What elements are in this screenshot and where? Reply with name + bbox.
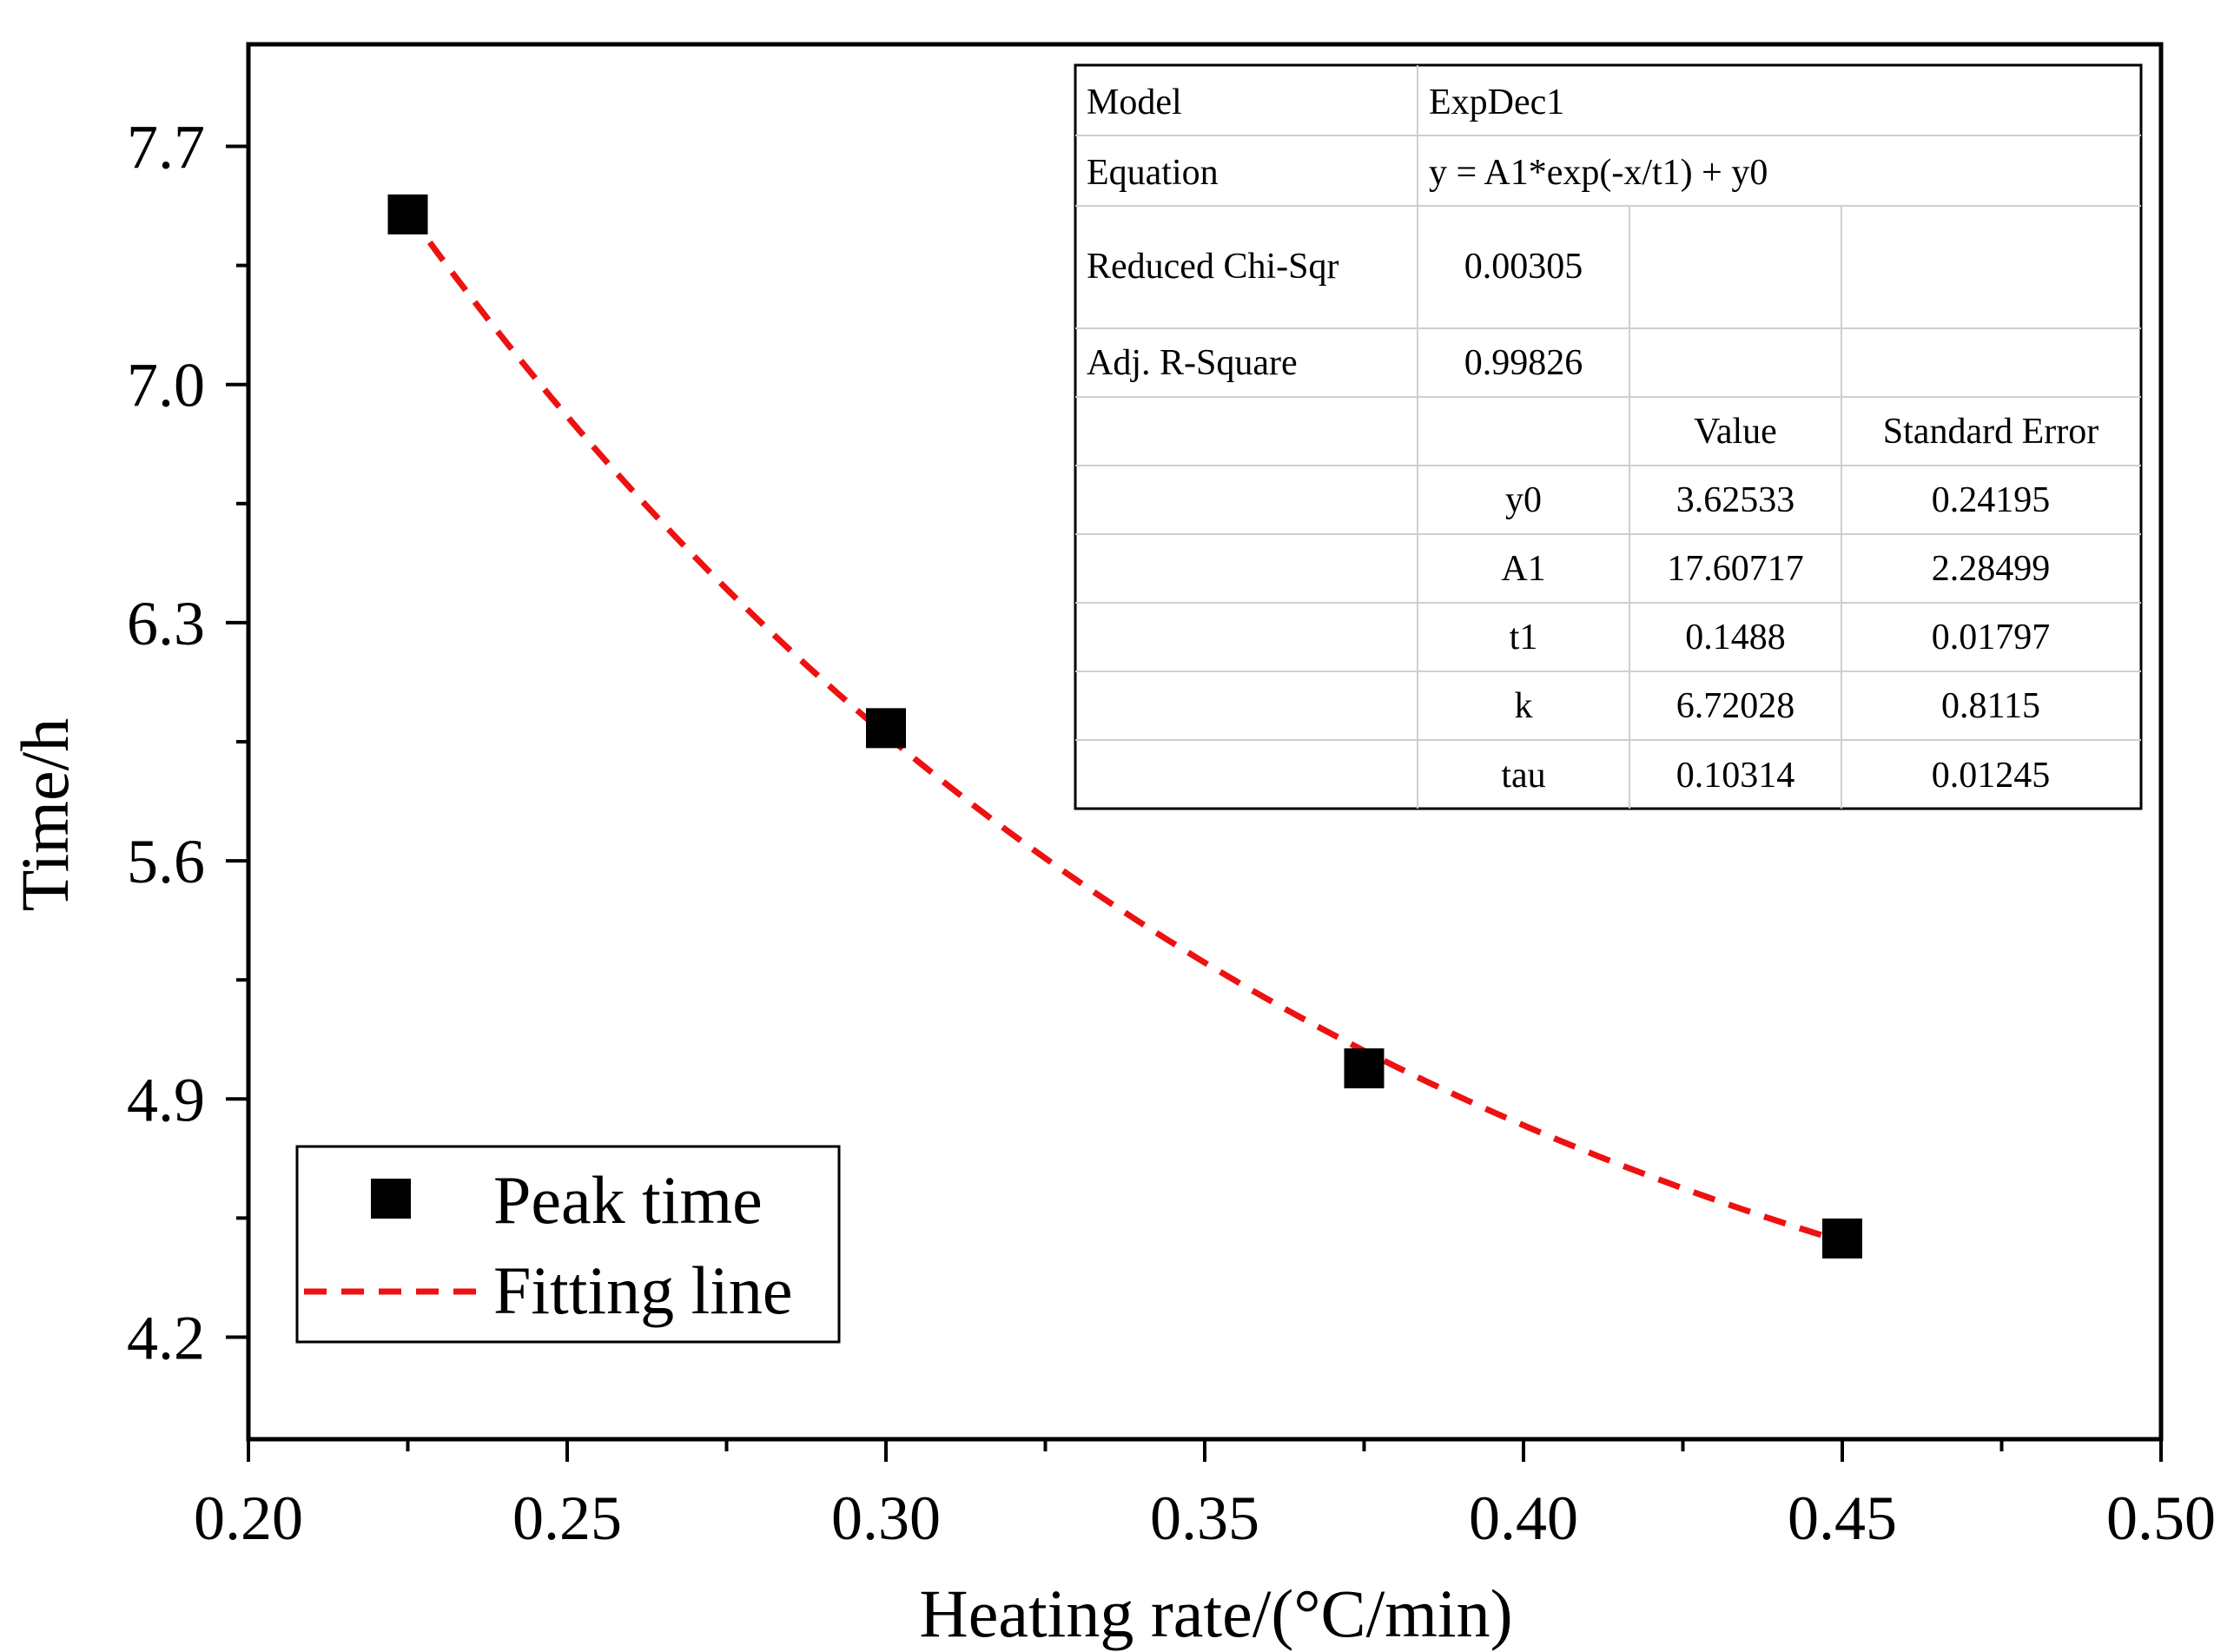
data-point [866, 708, 906, 749]
data-point [387, 194, 428, 235]
table-row-value: 0.1488 [1685, 618, 1786, 657]
y-tick-label: 7.0 [127, 351, 205, 420]
y-tick-label: 4.9 [127, 1065, 205, 1134]
table-row-error: 0.01245 [1932, 756, 2051, 796]
table-equation-label: Equation [1087, 153, 1219, 193]
table-row-value: 17.60717 [1667, 549, 1804, 589]
y-tick-label: 6.3 [127, 589, 205, 658]
table-col-value: Value [1694, 412, 1777, 452]
table-row-name: k [1515, 686, 1533, 726]
x-tick-label: 0.50 [2106, 1483, 2216, 1553]
x-tick-label: 0.25 [512, 1483, 622, 1553]
x-tick-label: 0.40 [1469, 1483, 1578, 1553]
fit-table-border [1074, 63, 2143, 810]
table-equation-value: y = A1*exp(-x/t1) + y0 [1429, 153, 1768, 193]
legend: Peak time Fitting line [295, 1145, 841, 1344]
y-axis-title: Time/h [7, 718, 83, 912]
legend-label-fitting-line: Fitting line [493, 1252, 793, 1328]
fit-table: Model ExpDec1 Equation y = A1*exp(-x/t1)… [1074, 63, 2143, 810]
table-row-name: tau [1501, 756, 1545, 796]
table-row-error: 0.8115 [1941, 686, 2040, 726]
ticks-layer: 0.20 0.25 0.30 0.35 0.40 0.45 0.50 4.2 4.9 5.6 6.3… [127, 113, 2216, 1553]
table-row-value: 6.72028 [1676, 686, 1795, 726]
y-tick-label: 5.6 [127, 827, 205, 896]
table-row-error: 2.28499 [1932, 549, 2051, 589]
table-row-error: 0.24195 [1932, 480, 2051, 520]
fit-line-layer [405, 210, 1844, 1245]
x-tick-label: 0.20 [194, 1483, 303, 1553]
x-tick-label: 0.45 [1788, 1483, 1897, 1553]
table-row-value: 0.10314 [1676, 756, 1795, 796]
legend-label-peak-time: Peak time [493, 1162, 763, 1238]
data-point [1822, 1218, 1862, 1259]
x-tick-label: 0.30 [831, 1483, 941, 1553]
y-tick-label: 4.2 [127, 1303, 205, 1372]
table-r2-value: 0.99826 [1464, 343, 1583, 383]
data-point [1344, 1048, 1385, 1089]
table-chi-value: 0.00305 [1464, 247, 1583, 287]
table-row-error: 0.01797 [1932, 618, 2051, 657]
x-axis-title: Heating rate/(°C/min) [919, 1576, 1512, 1651]
points-layer [387, 194, 1862, 1259]
legend-marker-square-icon [371, 1179, 411, 1219]
table-row-name: t1 [1510, 618, 1538, 657]
table-row-name: A1 [1501, 549, 1545, 589]
table-model-label: Model [1087, 83, 1182, 122]
table-model-value: ExpDec1 [1429, 83, 1564, 122]
y-tick-label: 7.7 [127, 113, 205, 182]
table-chi-label: Reduced Chi-Sqr [1087, 247, 1338, 287]
fit-line [405, 210, 1844, 1245]
plot-frame [246, 42, 2164, 1442]
table-col-error: Standard Error [1883, 412, 2099, 452]
table-r2-label: Adj. R-Square [1087, 343, 1298, 383]
table-row-name: y0 [1505, 480, 1542, 520]
table-row-value: 3.62533 [1676, 480, 1795, 520]
fit-table-grid [1075, 65, 2141, 809]
x-tick-label: 0.35 [1150, 1483, 1259, 1553]
